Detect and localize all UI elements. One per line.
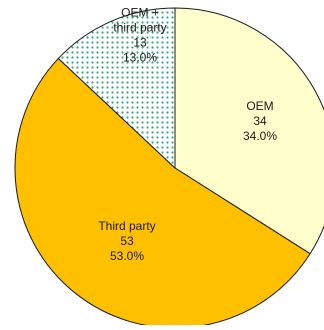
labels-layer: OEM 34 34.0% Third party 53 53.0% OEM + third p…: [98, 6, 277, 264]
slices-layer: [14, 7, 324, 329]
slice-label-line: OEM +: [121, 6, 159, 20]
slice-label-line: 13.0%: [123, 51, 157, 65]
slice-label-line: Third party: [98, 219, 155, 233]
slice-label-line: 13: [133, 36, 147, 50]
slice-label-line: 34: [253, 114, 267, 128]
slice-label-3: OEM + third party 13 13.0%: [113, 6, 166, 65]
pie-slice-1: [174, 7, 324, 255]
slice-label-2: Third party 53 53.0%: [98, 219, 155, 263]
slice-label-line: 53: [120, 234, 134, 248]
slice-label-1: OEM 34 34.0%: [243, 99, 277, 143]
pie-slice-3: [57, 7, 176, 170]
slice-label-line: third party: [113, 21, 166, 35]
pie-slice-2: [14, 57, 311, 329]
slice-label-line: 34.0%: [243, 129, 277, 143]
slice-label-line: OEM: [246, 99, 273, 113]
slice-label-line: 53.0%: [110, 249, 144, 263]
